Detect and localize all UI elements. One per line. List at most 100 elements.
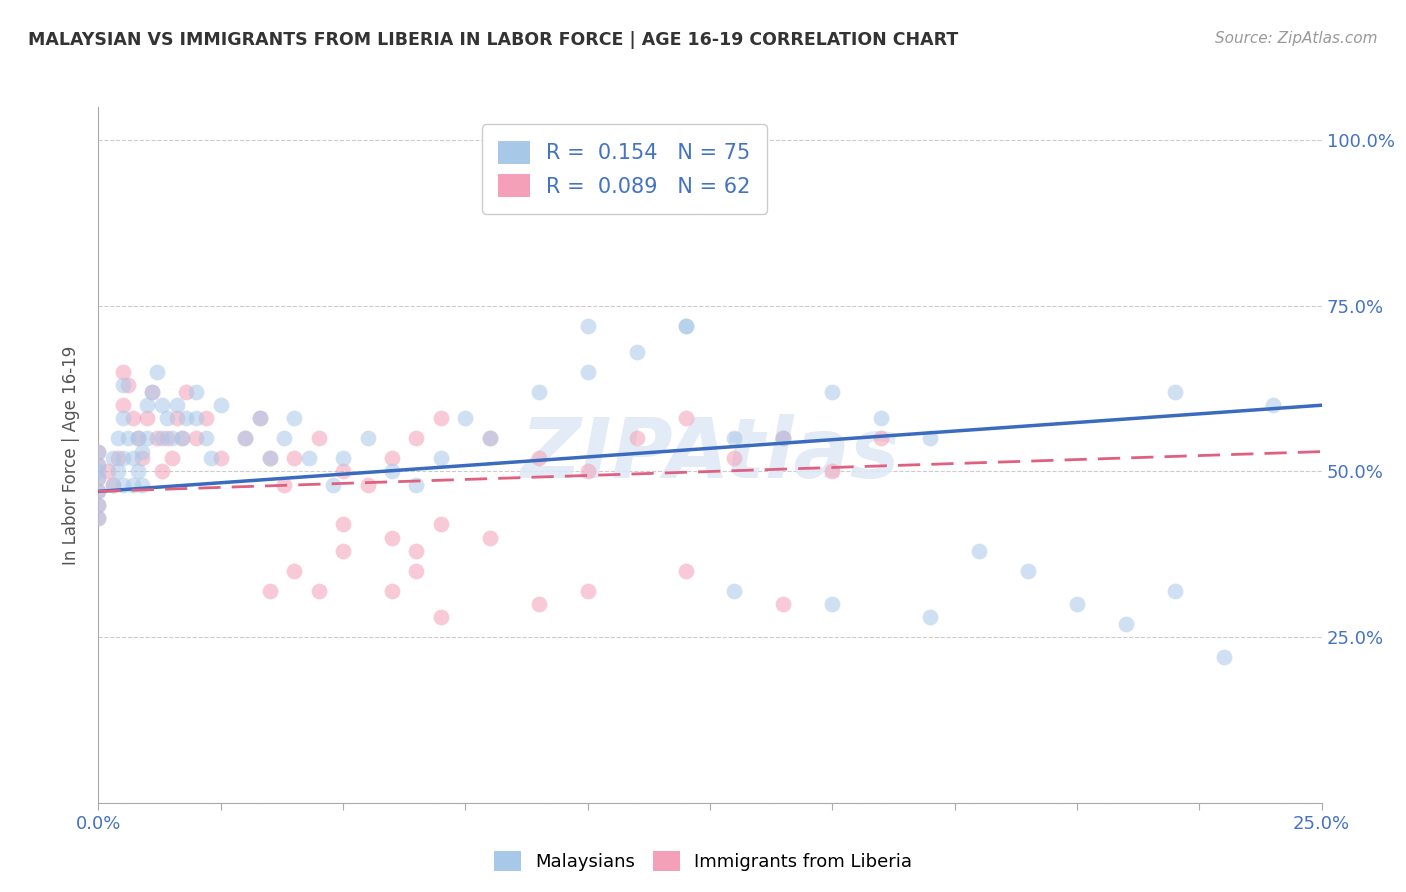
Point xyxy=(478,431,501,445)
Point xyxy=(87,484,110,499)
Point xyxy=(381,531,404,545)
Point xyxy=(249,411,271,425)
Point xyxy=(101,451,124,466)
Point xyxy=(675,564,697,578)
Point xyxy=(101,477,124,491)
Point xyxy=(209,398,232,412)
Point xyxy=(772,431,794,445)
Point xyxy=(273,477,295,491)
Point xyxy=(430,517,453,532)
Point xyxy=(209,451,232,466)
Point xyxy=(87,471,110,485)
Point xyxy=(273,431,295,445)
Point xyxy=(121,477,143,491)
Point xyxy=(170,431,193,445)
Point xyxy=(166,411,188,425)
Point xyxy=(160,431,183,445)
Point xyxy=(156,411,179,425)
Point xyxy=(121,411,143,425)
Point xyxy=(920,431,942,445)
Point xyxy=(675,318,697,333)
Point xyxy=(117,431,139,445)
Point xyxy=(249,411,271,425)
Point xyxy=(723,451,745,466)
Point xyxy=(430,411,453,425)
Point xyxy=(150,431,173,445)
Point xyxy=(381,451,404,466)
Point xyxy=(127,431,149,445)
Point xyxy=(283,411,305,425)
Point xyxy=(195,411,218,425)
Point xyxy=(821,597,844,611)
Point xyxy=(131,444,153,458)
Point xyxy=(87,444,110,458)
Legend: R =  0.154   N = 75, R =  0.089   N = 62: R = 0.154 N = 75, R = 0.089 N = 62 xyxy=(482,124,768,213)
Point xyxy=(233,431,256,445)
Point xyxy=(675,318,697,333)
Point xyxy=(233,431,256,445)
Point xyxy=(186,431,208,445)
Point xyxy=(405,477,427,491)
Point xyxy=(127,431,149,445)
Point xyxy=(405,564,427,578)
Point xyxy=(97,465,120,479)
Point xyxy=(527,451,550,466)
Point xyxy=(87,465,110,479)
Point xyxy=(259,451,281,466)
Point xyxy=(1017,564,1039,578)
Point xyxy=(111,398,134,412)
Point xyxy=(405,431,427,445)
Point xyxy=(1066,597,1088,611)
Point xyxy=(356,431,378,445)
Point xyxy=(87,498,110,512)
Point xyxy=(121,451,143,466)
Point xyxy=(381,465,404,479)
Point xyxy=(821,384,844,399)
Point xyxy=(332,465,354,479)
Point xyxy=(87,511,110,525)
Point xyxy=(176,384,198,399)
Point xyxy=(141,384,163,399)
Point xyxy=(87,498,110,512)
Point xyxy=(111,365,134,379)
Point xyxy=(454,411,477,425)
Text: ZIPAtlas: ZIPAtlas xyxy=(520,415,900,495)
Point xyxy=(576,583,599,598)
Point xyxy=(107,451,129,466)
Point xyxy=(117,378,139,392)
Point xyxy=(967,544,990,558)
Point xyxy=(675,411,697,425)
Point xyxy=(141,384,163,399)
Text: Source: ZipAtlas.com: Source: ZipAtlas.com xyxy=(1215,31,1378,46)
Point xyxy=(332,451,354,466)
Point xyxy=(772,431,794,445)
Point xyxy=(87,511,110,525)
Point xyxy=(283,564,305,578)
Point xyxy=(195,431,218,445)
Point xyxy=(156,431,179,445)
Point xyxy=(186,384,208,399)
Point xyxy=(1212,650,1234,665)
Point xyxy=(136,398,159,412)
Point xyxy=(527,597,550,611)
Point xyxy=(527,384,550,399)
Point xyxy=(920,610,942,624)
Point xyxy=(576,365,599,379)
Point xyxy=(478,531,501,545)
Point xyxy=(626,345,648,359)
Point xyxy=(111,477,134,491)
Point xyxy=(576,465,599,479)
Point xyxy=(772,597,794,611)
Point xyxy=(626,431,648,445)
Point xyxy=(381,583,404,598)
Point xyxy=(478,431,501,445)
Point xyxy=(160,451,183,466)
Point xyxy=(111,378,134,392)
Point xyxy=(87,458,110,472)
Point xyxy=(150,465,173,479)
Point xyxy=(723,431,745,445)
Point xyxy=(200,451,222,466)
Point xyxy=(131,477,153,491)
Point xyxy=(870,411,893,425)
Point xyxy=(131,451,153,466)
